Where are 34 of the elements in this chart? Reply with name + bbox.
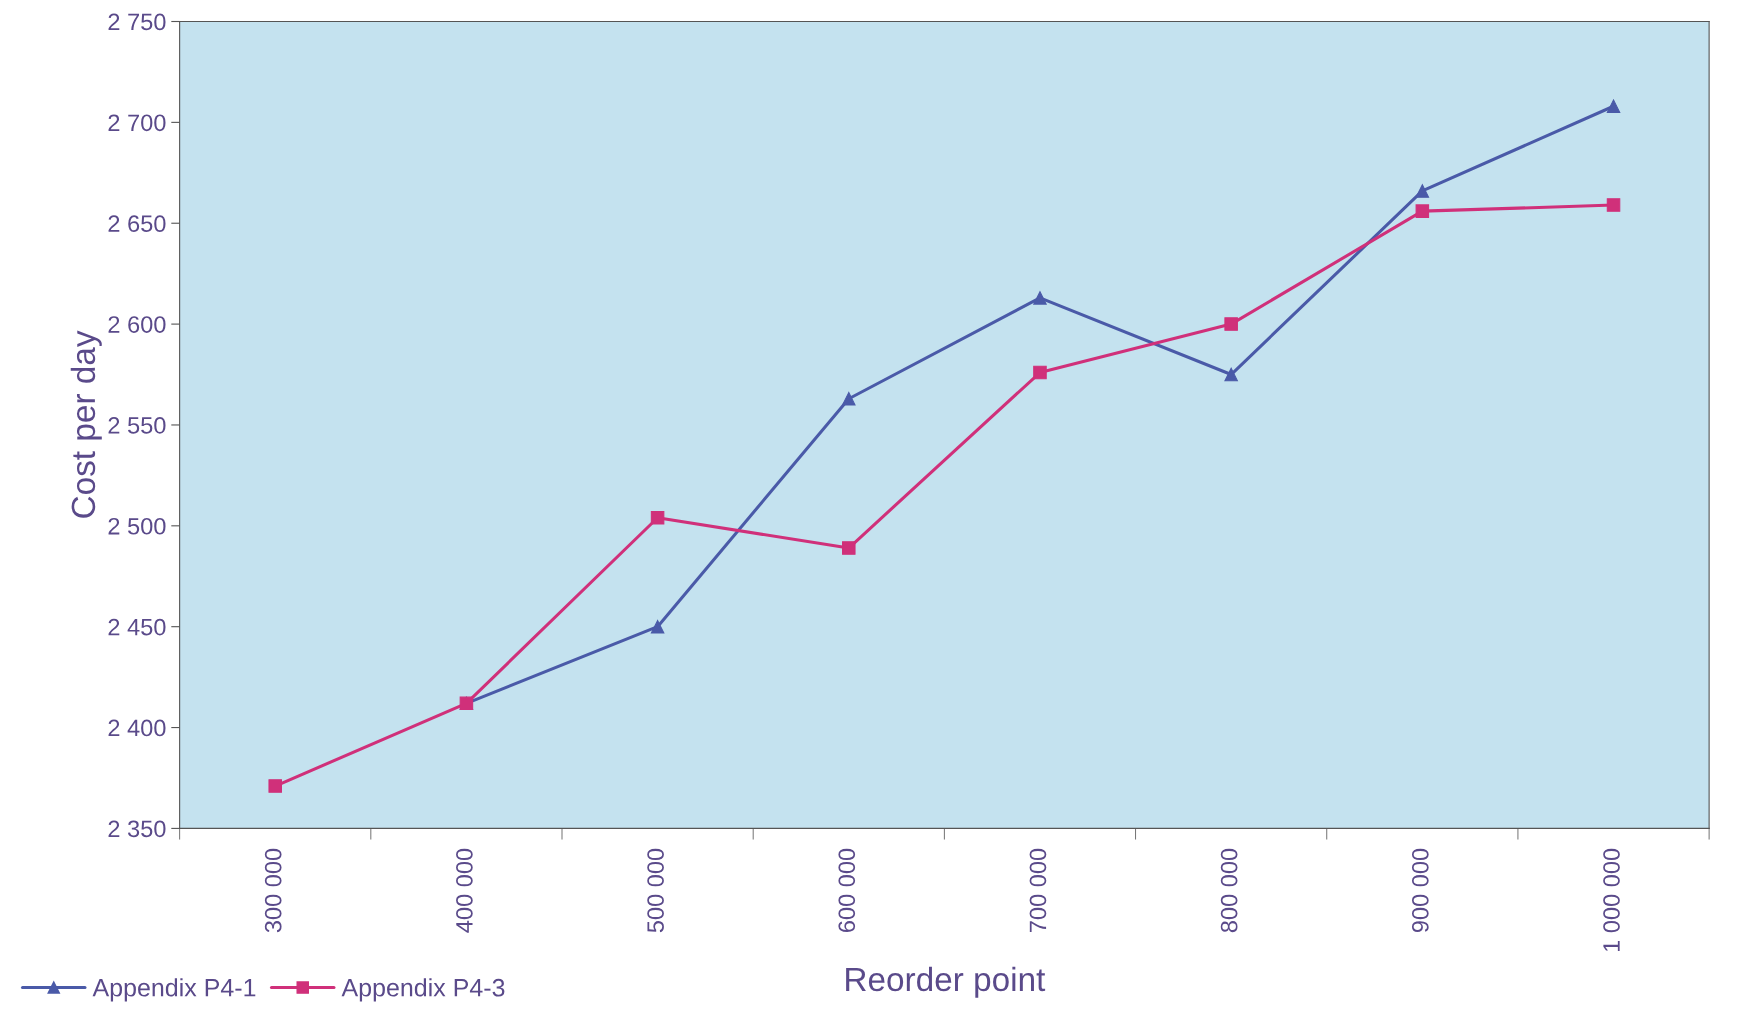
point — [842, 541, 856, 555]
y-tick-label: 2 700 — [108, 114, 166, 132]
point — [842, 391, 856, 406]
y-tick-label: 2 550 — [108, 417, 166, 434]
point — [650, 619, 665, 634]
y-tick-label: 2 600 — [108, 316, 166, 333]
y-tick-label: 2 500 — [108, 517, 166, 535]
x-axis-title: Reorder point — [846, 966, 1046, 998]
x-tick-label: 600 000 — [838, 848, 856, 932]
x-tick-label: 300 000 — [264, 848, 282, 933]
legend-label: Appendix P4-1 — [92, 978, 256, 1002]
x-tick-label: 1 000 000 — [1603, 848, 1620, 952]
point — [1415, 204, 1430, 218]
x-tick-label: 700 000 — [1029, 848, 1047, 932]
y-tick-label: 2 400 — [108, 719, 166, 737]
y-tick-label: 2 750 — [108, 13, 166, 31]
point — [1606, 198, 1621, 212]
x-tick-label: 400 000 — [456, 848, 473, 933]
y-tick-label: 2 350 — [108, 820, 166, 838]
point — [1606, 99, 1621, 113]
x-tick-label: 900 000 — [1411, 848, 1429, 933]
point — [650, 510, 665, 525]
y-axis-title: Cost per day — [70, 330, 102, 518]
x-tick-label: 800 000 — [1220, 848, 1238, 933]
point — [1415, 184, 1430, 198]
y-tick-label: 2 650 — [108, 215, 166, 233]
point — [1224, 317, 1238, 331]
point — [268, 779, 282, 793]
x-tick-label: 500 000 — [647, 848, 664, 933]
point — [1033, 365, 1047, 380]
point — [1033, 291, 1047, 305]
legend-label: Appendix P4-3 — [341, 978, 505, 1002]
point — [1224, 367, 1238, 382]
y-tick-label: 2 450 — [108, 618, 166, 636]
